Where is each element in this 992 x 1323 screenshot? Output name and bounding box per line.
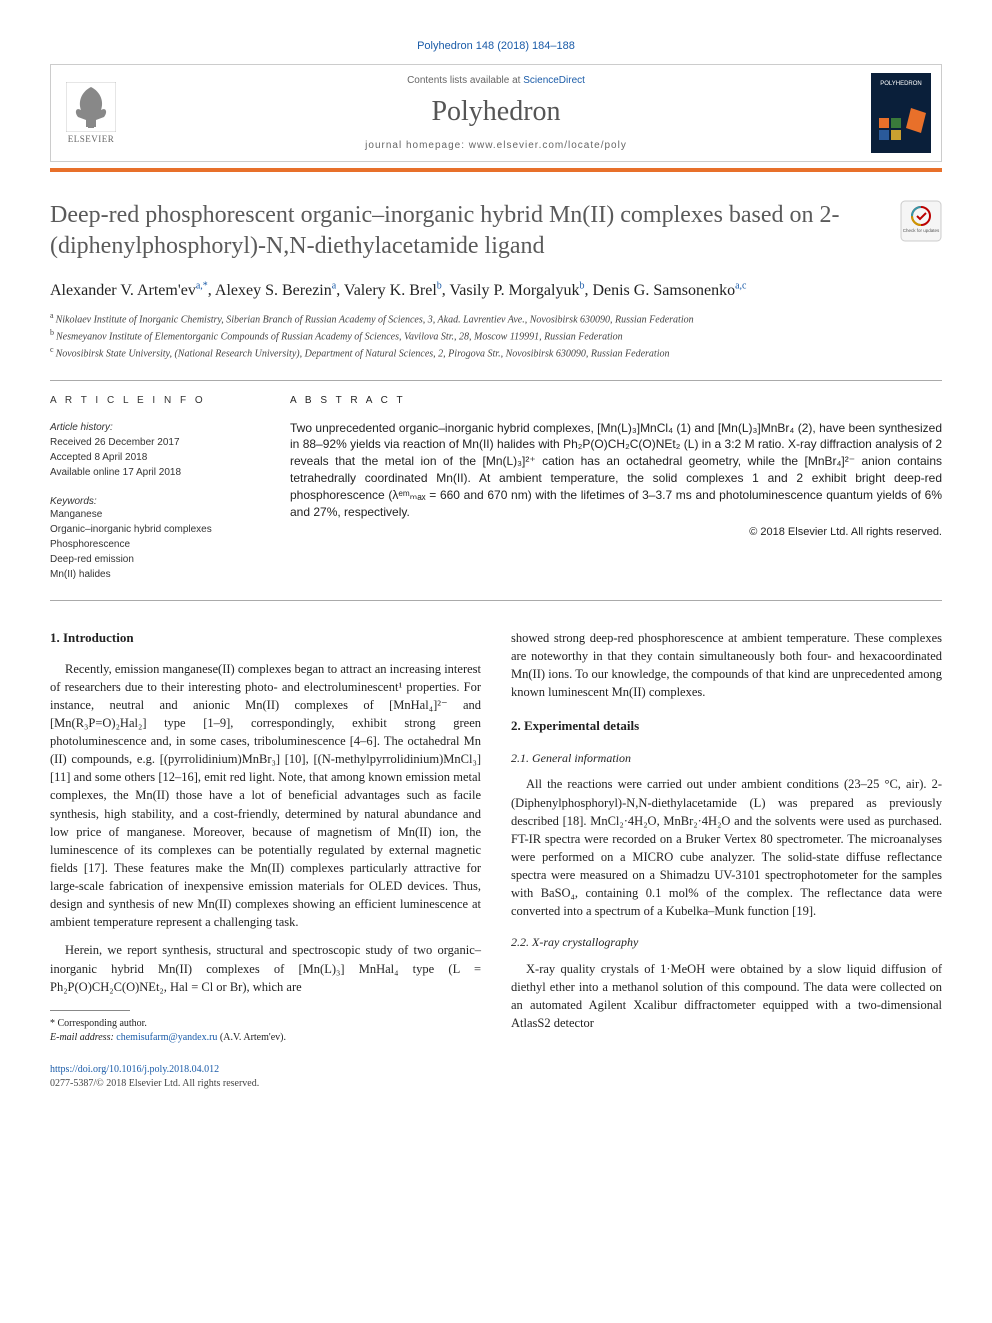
abstract-copyright: © 2018 Elsevier Ltd. All rights reserved…	[290, 526, 942, 538]
online-date: Available online 17 April 2018	[50, 465, 260, 480]
journal-header: ELSEVIER Contents lists available at Sci…	[50, 64, 942, 162]
contents-prefix: Contents lists available at	[407, 75, 523, 86]
author: Denis G. Samsonenkoa,c	[592, 282, 746, 299]
author: Valery K. Brelb	[344, 282, 442, 299]
abstract-heading: A B S T R A C T	[290, 395, 942, 406]
citation-line: Polyhedron 148 (2018) 184–188	[50, 40, 942, 52]
contents-available: Contents lists available at ScienceDirec…	[131, 75, 861, 86]
affiliation: bNesmeyanov Institute of Elementorganic …	[50, 327, 942, 344]
affiliations: aNikolaev Institute of Inorganic Chemist…	[50, 310, 942, 362]
issn-copyright: 0277-5387/© 2018 Elsevier Ltd. All right…	[50, 1078, 259, 1089]
svg-text:Check for updates: Check for updates	[903, 228, 940, 233]
journal-homepage: journal homepage: www.elsevier.com/locat…	[131, 140, 861, 151]
keyword: Organic–inorganic hybrid complexes	[50, 522, 260, 537]
homepage-url[interactable]: www.elsevier.com/locate/poly	[469, 140, 627, 151]
received-date: Received 26 December 2017	[50, 435, 260, 450]
article-info: A R T I C L E I N F O Article history: R…	[50, 395, 260, 582]
keyword: Phosphorescence	[50, 537, 260, 552]
keyword: Deep-red emission	[50, 552, 260, 567]
subsection-heading: 2.1. General information	[511, 750, 942, 767]
section-heading: 2. Experimental details	[511, 717, 942, 736]
body-columns: 1. Introduction Recently, emission manga…	[50, 629, 942, 1045]
author: Alexey S. Berezina	[215, 282, 336, 299]
email-label: E-mail address:	[50, 1032, 116, 1043]
footnote-rule	[50, 1010, 130, 1011]
cover-icon: POLYHEDRON	[871, 73, 931, 153]
email-suffix: (A.V. Artem'ev).	[217, 1032, 286, 1043]
svg-text:POLYHEDRON: POLYHEDRON	[880, 81, 922, 87]
footnotes: * Corresponding author. E-mail address: …	[50, 1017, 481, 1045]
elsevier-tree-icon	[66, 82, 116, 132]
sciencedirect-link[interactable]: ScienceDirect	[523, 75, 585, 86]
affiliation: aNikolaev Institute of Inorganic Chemist…	[50, 310, 942, 327]
article-title: Deep-red phosphorescent organic–inorgani…	[50, 200, 880, 262]
paragraph: Herein, we report synthesis, structural …	[50, 941, 481, 995]
email-line: E-mail address: chemisufarm@yandex.ru (A…	[50, 1031, 481, 1045]
paragraph: All the reactions were carried out under…	[511, 775, 942, 920]
authors-list: Alexander V. Artem'eva,*, Alexey S. Bere…	[50, 280, 942, 299]
check-updates-badge[interactable]: Check for updates	[900, 200, 942, 242]
corresponding-author: * Corresponding author.	[50, 1017, 481, 1031]
publisher-name: ELSEVIER	[68, 134, 115, 144]
paragraph: Recently, emission manganese(II) complex…	[50, 660, 481, 932]
accepted-date: Accepted 8 April 2018	[50, 450, 260, 465]
abstract: A B S T R A C T Two unprecedented organi…	[290, 395, 942, 582]
subsection-heading: 2.2. X-ray crystallography	[511, 934, 942, 951]
section-heading: 1. Introduction	[50, 629, 481, 648]
email-link[interactable]: chemisufarm@yandex.ru	[116, 1032, 217, 1043]
doi-link[interactable]: https://doi.org/10.1016/j.poly.2018.04.0…	[50, 1064, 219, 1075]
keyword: Manganese	[50, 507, 260, 522]
history-label: Article history:	[50, 420, 260, 435]
paragraph: showed strong deep-red phosphorescence a…	[511, 629, 942, 702]
homepage-prefix: journal homepage:	[365, 140, 469, 151]
divider	[50, 380, 942, 381]
elsevier-logo: ELSEVIER	[51, 65, 131, 161]
keywords-label: Keywords:	[50, 496, 260, 507]
author: Vasily P. Morgalyukb	[450, 282, 585, 299]
journal-name: Polyhedron	[131, 96, 861, 128]
abstract-text: Two unprecedented organic–inorganic hybr…	[290, 420, 942, 521]
affiliation: cNovosibirsk State University, (National…	[50, 344, 942, 361]
divider	[50, 600, 942, 601]
article-info-heading: A R T I C L E I N F O	[50, 395, 260, 406]
journal-cover-thumbnail: POLYHEDRON	[861, 65, 941, 161]
page-footer: https://doi.org/10.1016/j.poly.2018.04.0…	[50, 1063, 942, 1091]
keyword: Mn(II) halides	[50, 567, 260, 582]
author: Alexander V. Artem'eva,*	[50, 282, 208, 299]
header-rule	[50, 168, 942, 172]
paragraph: X-ray quality crystals of 1·MeOH were ob…	[511, 960, 942, 1033]
